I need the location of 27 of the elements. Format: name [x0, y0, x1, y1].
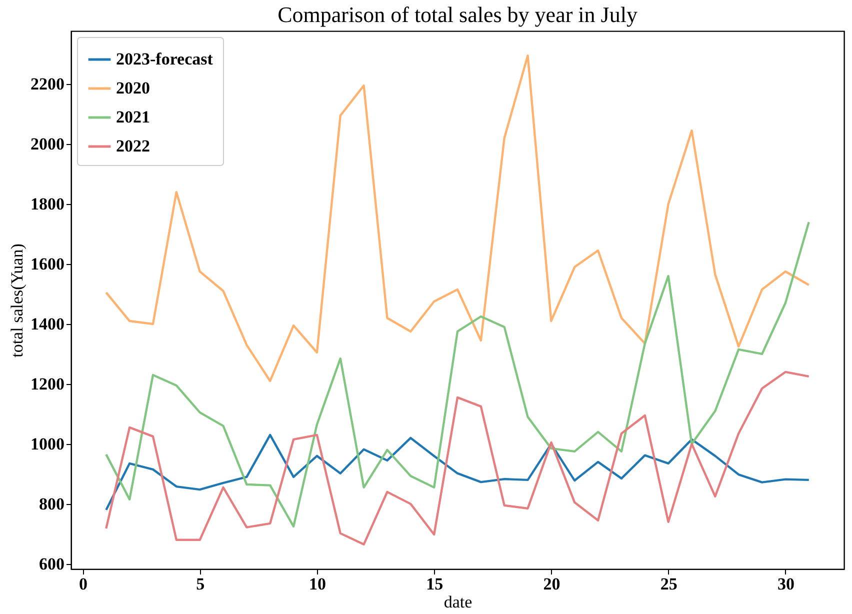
x-axis-title: date	[444, 592, 472, 612]
legend-label: 2022	[116, 136, 150, 156]
y-axis-title: total sales(Yuan)	[8, 244, 26, 358]
legend-label: 2021	[116, 108, 150, 126]
line-series	[105, 220, 810, 528]
y-tick-label: 1400	[30, 314, 64, 334]
legend-label: 2023-forecast	[116, 50, 214, 68]
legend-label: 2020	[116, 78, 150, 98]
x-tick-label: 30	[777, 574, 794, 594]
y-tick-label: 1600	[30, 254, 64, 274]
y-tick-label: 1000	[30, 434, 64, 454]
chart-title: Comparison of total sales by year in July	[278, 2, 638, 27]
x-tick-label: 20	[543, 574, 560, 594]
x-tick-label: 25	[660, 574, 678, 594]
y-tick-label: 2200	[30, 74, 64, 94]
x-tick-label: 15	[426, 574, 444, 594]
y-tick-label: 1200	[30, 374, 64, 394]
y-tick-label: 1800	[30, 194, 64, 214]
x-tick-label: 5	[196, 574, 205, 594]
y-tick-label: 2000	[30, 134, 64, 154]
y-tick-label: 600	[39, 554, 64, 574]
line-series	[105, 370, 810, 546]
line-series	[105, 434, 810, 512]
y-tick-label: 800	[39, 494, 64, 514]
line-series	[105, 54, 810, 382]
x-tick-label: 0	[78, 574, 88, 594]
x-tick-label: 10	[308, 574, 326, 594]
